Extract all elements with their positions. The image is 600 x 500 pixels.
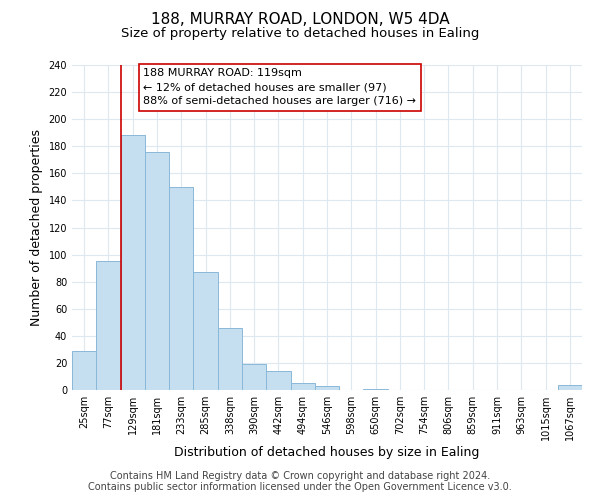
- Y-axis label: Number of detached properties: Number of detached properties: [30, 129, 43, 326]
- Text: 188, MURRAY ROAD, LONDON, W5 4DA: 188, MURRAY ROAD, LONDON, W5 4DA: [151, 12, 449, 28]
- Bar: [145, 152, 169, 390]
- Bar: [290, 383, 315, 390]
- Bar: [558, 384, 582, 390]
- Bar: [169, 187, 193, 390]
- Text: Size of property relative to detached houses in Ealing: Size of property relative to detached ho…: [121, 28, 479, 40]
- Bar: [193, 272, 218, 390]
- Bar: [218, 328, 242, 390]
- Bar: [72, 350, 96, 390]
- X-axis label: Distribution of detached houses by size in Ealing: Distribution of detached houses by size …: [175, 446, 479, 459]
- Bar: [315, 386, 339, 390]
- Bar: [266, 371, 290, 390]
- Bar: [96, 262, 121, 390]
- Text: Contains HM Land Registry data © Crown copyright and database right 2024.
Contai: Contains HM Land Registry data © Crown c…: [88, 471, 512, 492]
- Text: 188 MURRAY ROAD: 119sqm
← 12% of detached houses are smaller (97)
88% of semi-de: 188 MURRAY ROAD: 119sqm ← 12% of detache…: [143, 68, 416, 106]
- Bar: [242, 364, 266, 390]
- Bar: [364, 388, 388, 390]
- Bar: [121, 136, 145, 390]
